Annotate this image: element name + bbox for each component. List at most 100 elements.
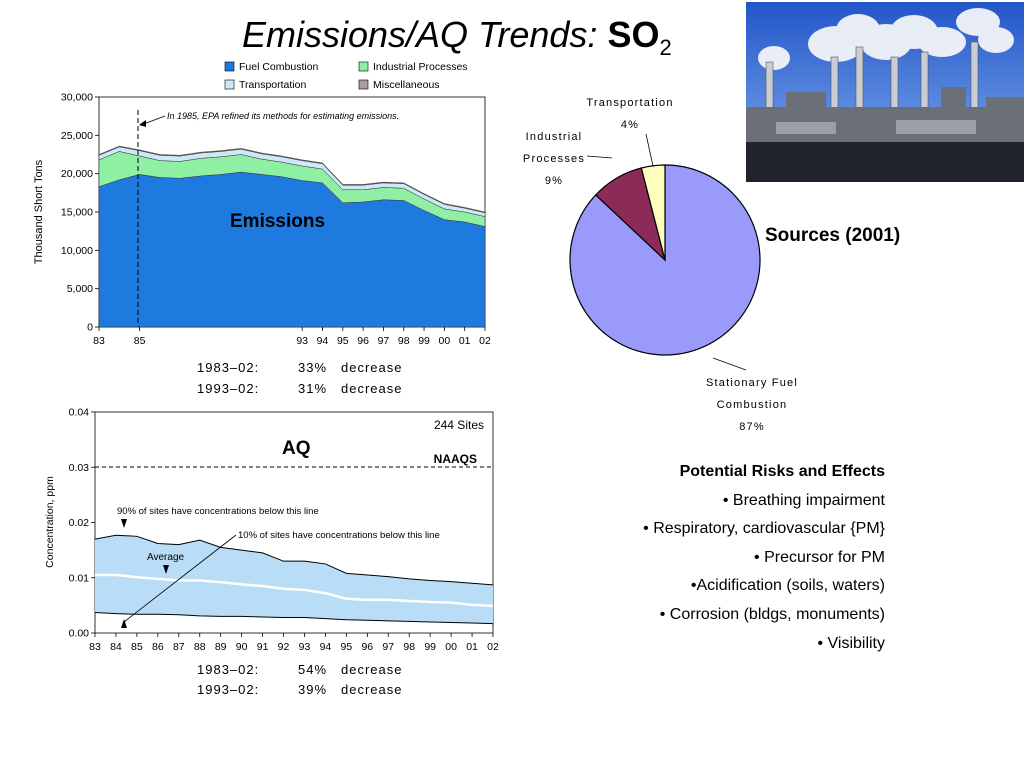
x-tick-label: 01 [466,641,478,653]
emissions-stat-1-word: decrease [341,360,402,375]
pie-label-fuel-name-1: Stationary Fuel [706,377,798,389]
pie-title: Sources (2001) [765,225,900,246]
x-tick-label: 96 [361,641,373,653]
x-tick-label: 95 [341,641,353,653]
y-tick-label: 10,000 [61,245,93,257]
risk-item: • Precursor for PM [754,548,885,566]
title-main: Emissions/AQ Trends: [242,14,598,55]
x-tick-label: 86 [152,641,164,653]
aq-band [94,534,494,625]
y-tick-label: 5,000 [67,283,93,295]
legend-transportation: Transportation [239,79,306,91]
y-tick-label: 0.03 [69,462,90,474]
aq-avg-arrow [163,565,169,574]
x-tick-label: 00 [445,641,457,653]
x-tick-label: 93 [299,641,311,653]
x-tick-label: 94 [320,641,332,653]
x-tick-label: 89 [215,641,227,653]
aq-note-10: 10% of sites have concentrations below t… [238,530,440,541]
aq-stat-1-pct: 54% [298,662,327,677]
area-misc [98,145,486,214]
aq-band-fill [95,535,493,624]
pie-leader-trans [645,133,654,167]
aq-90-arrow [121,519,127,528]
y-tick-label: 25,000 [61,130,93,142]
pie-leader-ind [586,155,613,159]
aq-10-arrow [121,619,127,628]
risks-list: Potential Risks and Effects • Breathing … [643,458,885,658]
pie-label-fuel-pct: 87% [739,421,765,433]
y-tick-label: 30,000 [61,92,93,104]
pie-slices [569,164,761,356]
emissions-stat-2-pct: 31% [298,381,327,396]
legend-misc: Miscellaneous [373,79,440,91]
aq-stat-1-period: 1983–02: [197,662,259,677]
aq-y-label: Concentration, ppm [44,476,56,568]
x-tick-label: 91 [257,641,269,653]
x-tick-label: 90 [236,641,248,653]
x-tick-label: 92 [278,641,290,653]
x-tick-label: 95 [337,335,349,347]
aq-chart: 0.04 0.03 0.02 0.01 0.00 83 84 85 86 87 88 89 90 91 9… [44,407,499,698]
legend-swatch-misc [358,79,369,90]
x-tick-label: 96 [357,335,369,347]
aq-x-ticks: 83 84 85 86 87 88 89 90 91 92 93 94 95 96 97 98 99 00 01 02 [89,633,499,653]
emissions-annotation: In 1985, EPA refined its methods for est… [167,111,399,121]
aq-stat-2-pct: 39% [298,682,327,697]
emissions-y-label: Thousand Short Tons [33,159,45,264]
emissions-stat-2-period: 1993–02: [197,381,259,396]
aq-stat-1-word: decrease [341,662,402,677]
x-tick-label: 98 [403,641,415,653]
x-tick-label: 97 [382,641,394,653]
y-tick-label: 0.01 [69,572,90,584]
y-tick-label: 0.04 [69,407,90,419]
emissions-chart: Fuel Combustion Industrial Processes Tra… [33,61,491,396]
x-tick-label: 83 [93,335,105,347]
title-chem-text: SO [607,14,660,55]
aq-avg-label: Average [147,552,185,563]
legend-swatch-transportation [224,79,235,90]
x-tick-label: 97 [378,335,390,347]
aq-90-line [94,534,494,586]
aq-naaqs-label: NAAQS [434,452,477,466]
risk-item: • Corrosion (bldgs, monuments) [659,605,885,623]
emissions-inner-label: Emissions [230,211,325,232]
risk-item: •Acidification (soils, waters) [690,577,885,595]
x-tick-label: 98 [398,335,410,347]
legend-industrial: Industrial Processes [373,61,468,73]
pie-leader-fuel [712,357,747,371]
x-tick-label: 88 [194,641,206,653]
x-tick-label: 01 [459,335,471,347]
aq-10-pointer [123,534,237,623]
y-tick-label: 0 [87,322,93,334]
y-tick-label: 15,000 [61,207,93,219]
sources-pie-chart: Transportation 4% Industrial Processes 9… [523,97,900,433]
x-tick-label: 87 [173,641,185,653]
emissions-annotation-arrowhead [139,120,146,127]
risks-heading: Potential Risks and Effects [679,463,885,480]
aq-10-line [94,612,494,625]
x-tick-label: 99 [424,641,436,653]
power-plant-photo [746,2,1024,182]
x-tick-label: 85 [131,641,143,653]
aq-note-90: 90% of sites have concentrations below t… [117,506,319,517]
emissions-y-ticks: 30,000 25,000 20,000 15,000 10,000 5,000 0 [61,92,99,334]
legend-swatch-fuel [224,61,235,72]
y-tick-label: 20,000 [61,168,93,180]
pie-label-ind-name-2: Processes [523,153,585,165]
risk-item: • Respiratory, cardiovascular {PM} [643,520,885,538]
risk-item: • Breathing impairment [722,491,885,509]
emissions-legend: Fuel Combustion Industrial Processes Tra… [224,61,468,91]
x-tick-label: 94 [317,335,329,347]
pie-label-trans-pct: 4% [621,119,639,131]
emissions-stat-2-word: decrease [341,381,402,396]
x-tick-label: 84 [110,641,122,653]
pie-label-ind-pct: 9% [545,175,563,187]
risk-item: • Visibility [817,634,885,652]
y-tick-label: 0.02 [69,517,90,529]
aq-stat-2-word: decrease [341,682,402,697]
pie-label-trans-name: Transportation [586,97,673,109]
x-tick-label: 02 [479,335,491,347]
aq-y-ticks: 0.04 0.03 0.02 0.01 0.00 [69,407,95,640]
aq-average-line [95,573,494,608]
